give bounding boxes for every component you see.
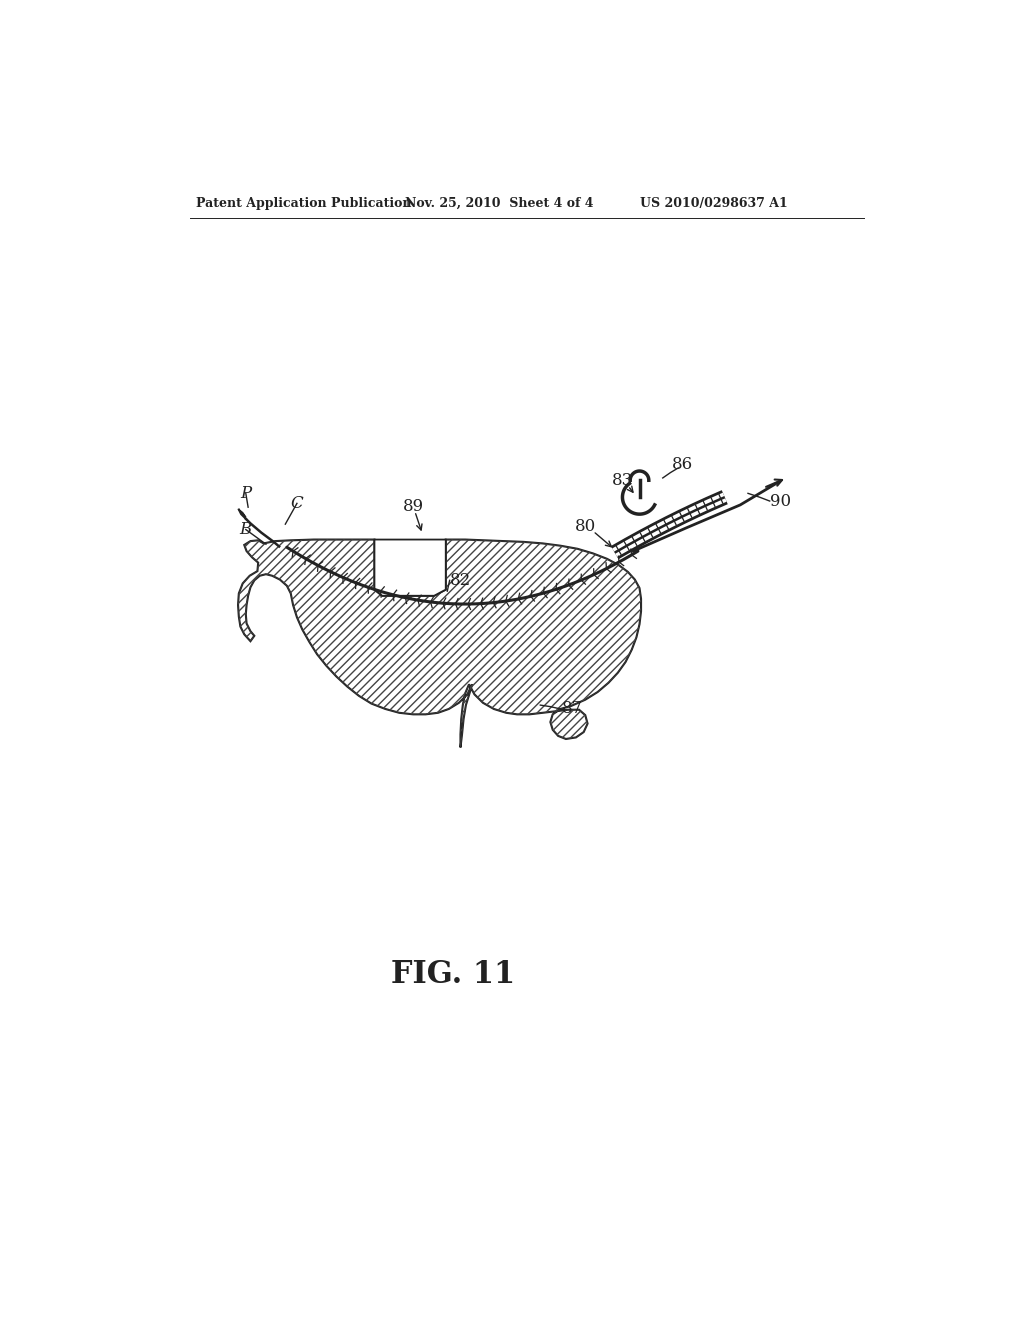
Text: 83: 83: [611, 471, 633, 488]
Polygon shape: [375, 540, 445, 595]
Text: FIG. 11: FIG. 11: [391, 960, 515, 990]
Text: US 2010/0298637 A1: US 2010/0298637 A1: [640, 197, 787, 210]
Polygon shape: [239, 510, 246, 517]
Text: B: B: [240, 521, 252, 539]
Text: C: C: [291, 495, 303, 512]
Text: 87: 87: [562, 701, 584, 718]
Text: Nov. 25, 2010  Sheet 4 of 4: Nov. 25, 2010 Sheet 4 of 4: [406, 197, 594, 210]
Text: Patent Application Publication: Patent Application Publication: [197, 197, 412, 210]
Text: 89: 89: [402, 498, 424, 515]
Text: 82: 82: [450, 572, 471, 589]
Text: P: P: [241, 484, 251, 502]
Polygon shape: [238, 540, 641, 747]
Text: 90: 90: [770, 492, 791, 510]
Text: 86: 86: [672, 457, 692, 474]
Text: 80: 80: [574, 517, 596, 535]
